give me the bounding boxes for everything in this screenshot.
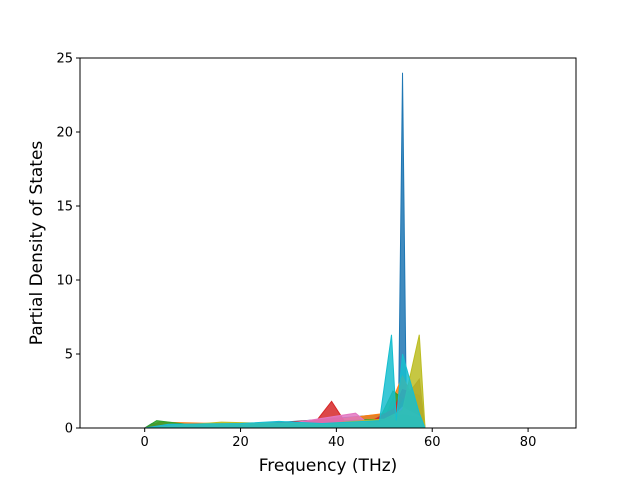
x-tick-label: 80 bbox=[520, 435, 537, 450]
y-tick-label: 0 bbox=[65, 422, 73, 437]
x-axis-ticks: 0 20 40 60 80 bbox=[141, 428, 537, 450]
y-axis-ticks: 0 5 10 15 20 25 bbox=[56, 52, 80, 437]
y-tick-label: 10 bbox=[56, 274, 73, 289]
y-tick-label: 15 bbox=[56, 200, 73, 215]
y-tick-label: 25 bbox=[56, 52, 73, 67]
x-tick-label: 20 bbox=[232, 435, 249, 450]
x-tick-label: 40 bbox=[328, 435, 345, 450]
pdos-series-9 bbox=[103, 334, 555, 429]
y-axis-label: Partial Density of States bbox=[27, 141, 47, 346]
x-axis-label: Frequency (THz) bbox=[259, 456, 398, 476]
series-layer bbox=[103, 72, 555, 429]
plot-area bbox=[80, 58, 576, 428]
y-tick-label: 20 bbox=[56, 126, 73, 141]
plot-frame bbox=[79, 57, 577, 429]
x-tick-label: 60 bbox=[424, 435, 441, 450]
x-tick-label: 0 bbox=[141, 435, 149, 450]
y-tick-label: 5 bbox=[65, 348, 73, 363]
